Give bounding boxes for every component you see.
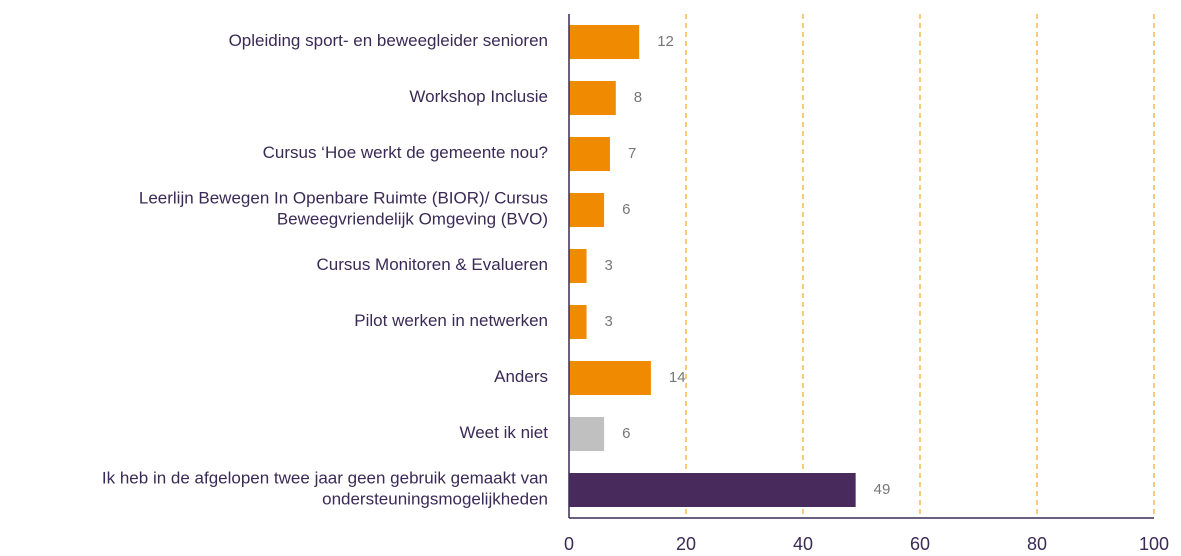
x-tick-label: 60	[910, 534, 930, 554]
x-tick-label: 40	[793, 534, 813, 554]
bar	[569, 361, 651, 395]
category-label: Cursus Monitoren & Evalueren	[316, 255, 548, 274]
bar	[569, 417, 605, 451]
x-tick-label: 100	[1139, 534, 1169, 554]
category-label: Anders	[494, 367, 548, 386]
category-label-line: Weet ik niet	[459, 423, 548, 442]
category-label-line: Anders	[494, 367, 548, 386]
category-label-line: Pilot werken in netwerken	[354, 311, 548, 330]
value-label: 49	[874, 481, 891, 498]
value-label: 7	[628, 145, 636, 162]
value-label: 8	[634, 89, 642, 106]
value-label: 12	[657, 33, 674, 50]
value-label: 6	[622, 201, 630, 218]
bar	[569, 81, 616, 115]
value-label: 3	[605, 313, 613, 330]
x-tick-label: 20	[676, 534, 696, 554]
value-label: 6	[622, 425, 630, 442]
category-label-line: Leerlijn Bewegen In Openbare Ruimte (BIO…	[139, 189, 548, 208]
category-label: Workshop Inclusie	[409, 87, 548, 106]
category-label-line: Cursus ‘Hoe werkt de gemeente nou?	[263, 143, 548, 162]
category-label: Weet ik niet	[459, 423, 548, 442]
bar	[569, 249, 587, 283]
value-label: 14	[669, 369, 686, 386]
category-label-line: Beweegvriendelijk Omgeving (BVO)	[277, 210, 548, 229]
category-label-line: Opleiding sport- en beweegleider seniore…	[229, 31, 548, 50]
value-label: 3	[605, 257, 613, 274]
bar	[569, 137, 610, 171]
bar	[569, 193, 605, 227]
bar	[569, 25, 640, 59]
category-label: Ik heb in de afgelopen twee jaar geen ge…	[102, 469, 548, 509]
x-tick-label: 0	[564, 534, 574, 554]
bar	[569, 473, 856, 507]
category-label: Cursus ‘Hoe werkt de gemeente nou?	[263, 143, 548, 162]
category-label-line: Workshop Inclusie	[409, 87, 548, 106]
x-tick-label: 80	[1027, 534, 1047, 554]
bar	[569, 305, 587, 339]
category-label-line: Cursus Monitoren & Evalueren	[316, 255, 548, 274]
category-label-line: Ik heb in de afgelopen twee jaar geen ge…	[102, 469, 548, 488]
category-label: Opleiding sport- en beweegleider seniore…	[229, 31, 548, 50]
category-label: Leerlijn Bewegen In Openbare Ruimte (BIO…	[139, 189, 548, 229]
category-label: Pilot werken in netwerken	[354, 311, 548, 330]
category-label-line: ondersteuningsmogelijkheden	[322, 490, 548, 509]
